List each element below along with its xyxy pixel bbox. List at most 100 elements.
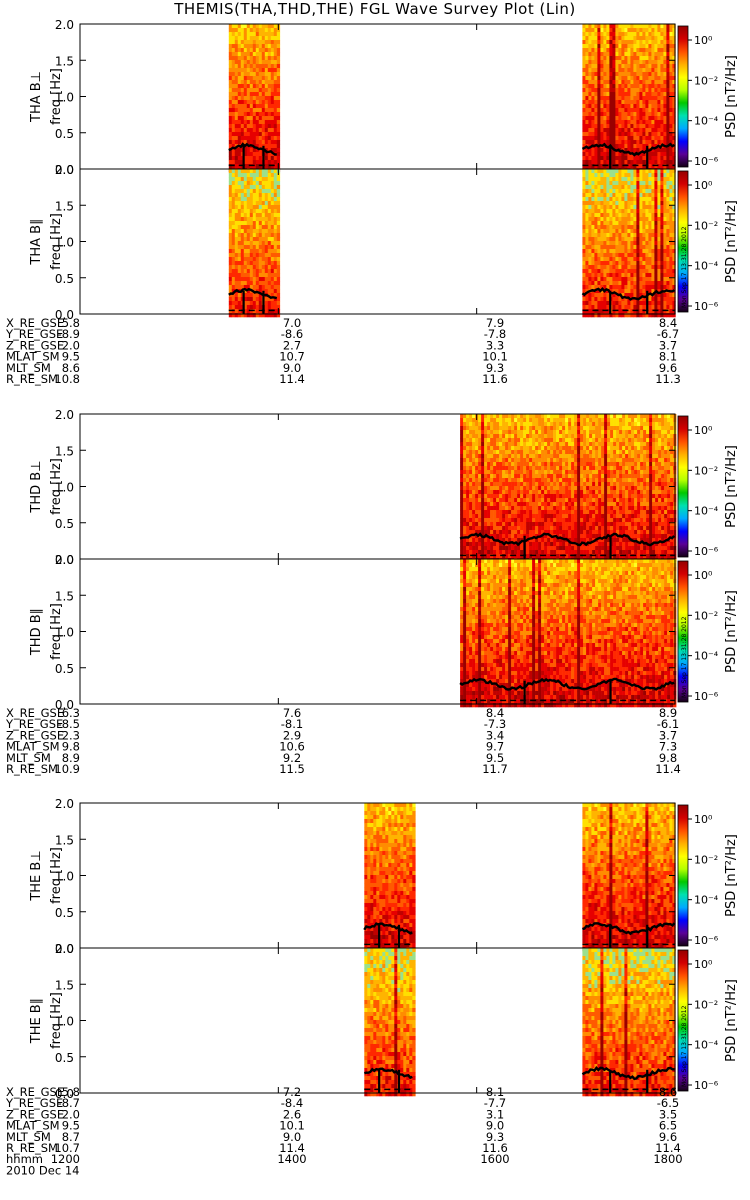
spectrogram-cell — [273, 104, 278, 109]
spectrogram-cell — [243, 177, 248, 182]
spectrogram-cell — [261, 189, 266, 194]
spectrogram-cell — [651, 108, 655, 113]
spectrogram-cell — [544, 534, 548, 539]
spectrogram-cell — [568, 462, 572, 467]
spectrogram-cell — [240, 237, 245, 242]
spectrogram-cell — [234, 185, 239, 190]
spectrogram-cell — [547, 514, 551, 519]
spectrogram-cell — [246, 36, 251, 41]
spectrogram-cell — [645, 56, 649, 61]
spectrogram-cell — [648, 28, 652, 33]
spectrogram-cell — [645, 257, 649, 262]
spectrogram-cell — [591, 64, 595, 69]
spectrogram-cell — [597, 56, 601, 61]
spectrogram-cell — [252, 24, 257, 29]
spectrogram-cell — [657, 92, 661, 97]
spectrogram-cell — [478, 422, 482, 427]
spectrogram-cell — [609, 213, 613, 218]
spectrogram-cell — [264, 116, 269, 121]
spectrogram-cell — [660, 269, 664, 274]
spectrogram-cell — [654, 32, 658, 37]
spectrogram-cell — [243, 32, 248, 37]
spectrogram-cell — [591, 297, 595, 302]
spectrogram-cell — [597, 285, 601, 290]
spectrogram-cell — [588, 56, 592, 61]
spectrogram-cell — [252, 96, 257, 101]
spectrogram-cell — [237, 104, 242, 109]
spectrogram-cell — [621, 92, 625, 97]
spectrogram-cell — [588, 265, 592, 270]
spectrogram-cell — [594, 245, 598, 250]
spectrogram-cell — [588, 96, 592, 101]
spectrogram-cell — [240, 257, 245, 262]
spectrogram-cell — [517, 482, 521, 487]
spectrogram-cell — [621, 277, 625, 282]
spectrogram-cell — [502, 502, 506, 507]
spectrogram-cell — [603, 177, 607, 182]
spectrogram-cell — [600, 104, 604, 109]
spectrogram-cell — [651, 96, 655, 101]
spectrogram-cell — [273, 293, 278, 298]
spectrogram-cell — [660, 309, 664, 314]
spectrogram-cell — [228, 40, 233, 45]
spectrogram-cell — [648, 112, 652, 117]
spectrogram-cell — [642, 60, 646, 65]
spectrogram-cell — [511, 518, 515, 523]
spectrogram-cell — [484, 542, 488, 547]
spectrogram-cell — [469, 426, 473, 431]
spectrogram-cell — [228, 221, 233, 226]
spectrogram-cell — [541, 454, 545, 459]
spectrogram-cell — [645, 100, 649, 105]
spectrogram-cell — [582, 140, 586, 145]
spectrogram-cell — [478, 414, 482, 419]
spectrogram-cell — [651, 60, 655, 65]
spectrogram-cell — [585, 92, 589, 97]
spectrogram-cell — [481, 442, 485, 447]
spectrogram-cell — [624, 309, 628, 314]
spectrogram-cell — [651, 249, 655, 254]
spectrogram-cell — [538, 486, 542, 491]
spectrogram-cell — [261, 265, 266, 270]
spectrogram-cell — [615, 40, 619, 45]
spectrogram-cell — [246, 269, 251, 274]
spectrogram-block — [581, 24, 676, 173]
spectrogram-cell — [240, 309, 245, 314]
spectrogram-cell — [246, 257, 251, 262]
spectrogram-cell — [582, 181, 586, 186]
spectrogram-cell — [588, 160, 592, 165]
spectrogram-cell — [645, 84, 649, 89]
spectrogram-cell — [520, 550, 524, 555]
spectrogram-cell — [624, 285, 628, 290]
spectrogram-cell — [562, 458, 566, 463]
spectrogram-cell — [621, 261, 625, 266]
spectrogram-cell — [654, 301, 658, 306]
spectrogram-cell — [666, 36, 670, 41]
spectrogram-cell — [237, 281, 242, 286]
spectrogram-cell — [672, 193, 676, 198]
spectrogram-cell — [642, 193, 646, 198]
spectrogram-cell — [273, 132, 278, 137]
spectrogram-cell — [559, 542, 563, 547]
spectrogram-cell — [639, 213, 643, 218]
spectrogram-cell — [624, 201, 628, 206]
spectrogram-cell — [621, 44, 625, 49]
spectrogram-cell — [633, 56, 637, 61]
spectrogram-cell — [490, 450, 494, 455]
spectrogram-cell — [627, 60, 631, 65]
spectrogram-cell — [609, 197, 613, 202]
spectrogram-cell — [520, 478, 524, 483]
spectrogram-cell — [237, 132, 242, 137]
spectrogram-cell — [660, 245, 664, 250]
spectrogram-cell — [460, 414, 464, 419]
spectrogram-cell — [636, 285, 640, 290]
spectrogram-cell — [472, 526, 476, 531]
spectrogram-cell — [493, 530, 497, 535]
spectrogram-cell — [270, 100, 275, 105]
spectrogram-cell — [264, 281, 269, 286]
spectrogram-cell — [231, 273, 236, 278]
spectrogram-cell — [666, 173, 670, 178]
spectrogram-cell — [591, 249, 595, 254]
spectrogram-cell — [627, 233, 631, 238]
spectrogram-cell — [276, 128, 281, 133]
spectrogram-cell — [270, 269, 275, 274]
